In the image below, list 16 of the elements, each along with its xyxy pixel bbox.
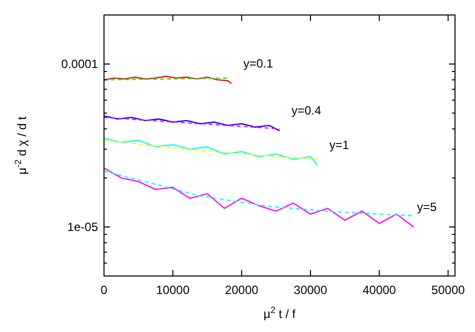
series-label: y=5	[417, 200, 438, 214]
series-label: y=1	[329, 138, 350, 152]
line-series	[103, 138, 318, 166]
series-label: y=0.1	[243, 56, 274, 70]
x-tick-label: 0	[100, 283, 108, 297]
y-tick-label: 1e-05	[67, 220, 98, 234]
series-label: y=0.4	[292, 104, 322, 118]
x-tick-label: 40000	[362, 283, 396, 297]
x-tick-label: 20000	[224, 283, 259, 297]
y-tick-label: 0.0001	[61, 57, 98, 72]
x-axis-title: μ$^{2}$ t / f	[264, 305, 296, 321]
line-series	[103, 170, 414, 216]
x-tick-label: 10000	[156, 283, 190, 297]
x-tick-label: 50000	[431, 283, 466, 297]
x-tick-label: 30000	[294, 283, 328, 297]
line-series	[103, 167, 414, 228]
